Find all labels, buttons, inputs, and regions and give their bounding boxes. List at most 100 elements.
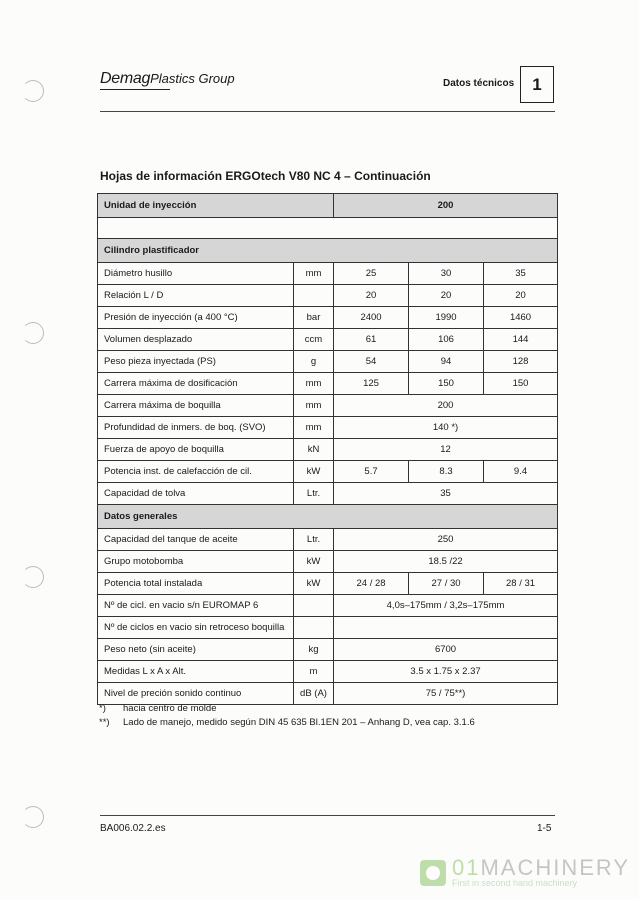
row-label: Relación L / D	[97, 284, 294, 307]
row-label: Profundidad de inmers. de boq. (SVO)	[97, 416, 294, 439]
row-value: 12	[333, 438, 559, 461]
row-unit: kW	[292, 460, 335, 483]
row-label: Peso pieza inyectada (PS)	[97, 350, 294, 373]
row-value: 30	[408, 262, 485, 285]
table-row: Potencia inst. de calefacción de cil. kW 5…	[97, 460, 559, 483]
row-label: Fuerza de apoyo de boquilla	[97, 438, 294, 461]
row-unit	[292, 594, 335, 617]
row-unit: kN	[292, 438, 335, 461]
row-value: 9.4	[483, 460, 559, 483]
page-number: 1-5	[537, 823, 552, 834]
row-unit: Ltr.	[292, 528, 335, 551]
row-value: 24 / 28	[333, 572, 410, 595]
row-label: Medidas L x A x Alt.	[97, 660, 294, 683]
table-row: Nº de cicl. en vacio s/n EUROMAP 6 4,0s–1…	[97, 594, 559, 617]
row-value: 3.5 x 1.75 x 2.37	[333, 660, 559, 683]
row-label: Peso neto (sin aceite)	[97, 638, 294, 661]
table-row: Profundidad de inmers. de boq. (SVO) mm 14…	[97, 416, 559, 439]
table-row: Volumen desplazado ccm 61 106 144	[97, 328, 559, 351]
table-row: Capacidad del tanque de aceite Ltr. 250	[97, 528, 559, 551]
table-row: Nº de ciclos en vacio sin retroceso boqu…	[97, 616, 559, 639]
table-row: Relación L / D 20 20 20	[97, 284, 559, 307]
spacer-row	[96, 217, 559, 239]
row-value: 28 / 31	[483, 572, 559, 595]
row-value: 61	[333, 328, 410, 351]
watermark-icon	[420, 860, 446, 886]
row-value: 125	[333, 372, 410, 395]
row-value: 75 / 75**)	[333, 682, 559, 705]
row-value: 18.5 /22	[333, 550, 559, 573]
row-value: 150	[483, 372, 559, 395]
chapter-number: 1	[520, 66, 554, 103]
row-unit: mm	[292, 416, 335, 439]
table-row: Nivel de preción sonido continuo dB (A) 75…	[97, 682, 559, 705]
row-value: 140 *)	[333, 416, 559, 439]
spec-table: Unidad de inyección 200 Cilindro plastif…	[96, 193, 559, 705]
row-value: 94	[408, 350, 485, 373]
row-value: 20	[408, 284, 485, 307]
row-label: Capacidad del tanque de aceite	[97, 528, 294, 551]
page-title: Hojas de información ERGOtech V80 NC 4 –…	[100, 169, 431, 183]
row-value: 25	[333, 262, 410, 285]
row-unit: kW	[292, 572, 335, 595]
row-value	[333, 616, 559, 639]
row-label: Nivel de preción sonido continuo	[97, 682, 294, 705]
row-value: 200	[333, 394, 559, 417]
footnote: *) hacia centro de molde	[99, 703, 217, 714]
row-label: Capacidad de tolva	[97, 482, 294, 505]
row-value: 1460	[483, 306, 559, 329]
company-logo: DemagPlastics Group	[100, 70, 235, 87]
row-label: Volumen desplazado	[97, 328, 294, 351]
punch-hole	[22, 322, 44, 344]
row-label: Nº de ciclos en vacio sin retroceso boqu…	[97, 616, 294, 639]
row-value: 128	[483, 350, 559, 373]
row-value: 35	[483, 262, 559, 285]
row-unit: kg	[292, 638, 335, 661]
row-unit: Ltr.	[292, 482, 335, 505]
row-unit: kW	[292, 550, 335, 573]
row-label: Potencia inst. de calefacción de cil.	[97, 460, 294, 483]
table-row: Fuerza de apoyo de boquilla kN 12	[97, 438, 559, 461]
table-row: Potencia total instalada kW 24 / 28 27 / 30…	[97, 572, 559, 595]
row-value: 20	[333, 284, 410, 307]
row-unit: mm	[292, 262, 335, 285]
footnotes: *) hacia centro de molde **) Lado de manej…	[99, 702, 475, 730]
row-label: Grupo motobomba	[97, 550, 294, 573]
row-value: 8.3	[408, 460, 485, 483]
section-title: Cilindro plastificador	[96, 238, 559, 263]
row-value: 106	[408, 328, 485, 351]
punch-hole	[22, 80, 44, 102]
table-row: Grupo motobomba kW 18.5 /22	[97, 550, 559, 573]
row-label: Nº de cicl. en vacio s/n EUROMAP 6	[97, 594, 294, 617]
table-row: Capacidad de tolva Ltr. 35	[97, 482, 559, 505]
row-value: 150	[408, 372, 485, 395]
row-unit	[292, 284, 335, 307]
row-value: 35	[333, 482, 559, 505]
footnote: **) Lado de manejo, medido según DIN 45 6…	[99, 717, 475, 728]
row-unit: dB (A)	[292, 682, 335, 705]
row-unit: bar	[292, 306, 335, 329]
row-value: 6700	[333, 638, 559, 661]
row-value: 2400	[333, 306, 410, 329]
table-row: Peso neto (sin aceite) kg 6700	[97, 638, 559, 661]
table-header-row: Unidad de inyección 200	[96, 193, 559, 218]
header-divider	[100, 111, 555, 112]
row-label: Diámetro husillo	[97, 262, 294, 285]
row-value: 250	[333, 528, 559, 551]
row-unit: m	[292, 660, 335, 683]
row-value: 4,0s–175mm / 3,2s–175mm	[333, 594, 559, 617]
table-row: Diámetro husillo mm 25 30 35	[97, 262, 559, 285]
header-label: Unidad de inyección	[96, 193, 335, 218]
row-value: 5.7	[333, 460, 410, 483]
document-code: BA006.02.2.es	[100, 823, 166, 834]
table-row: Medidas L x A x Alt. m 3.5 x 1.75 x 2.37	[97, 660, 559, 683]
row-value: 27 / 30	[408, 572, 485, 595]
row-value: 54	[333, 350, 410, 373]
table-row: Peso pieza inyectada (PS) g 54 94 128	[97, 350, 559, 373]
section-header-row: Datos generales	[96, 504, 559, 529]
punch-hole	[22, 566, 44, 588]
row-label: Presión de inyección (a 400 °C)	[97, 306, 294, 329]
row-value: 20	[483, 284, 559, 307]
row-label: Carrera máxima de dosificación	[97, 372, 294, 395]
